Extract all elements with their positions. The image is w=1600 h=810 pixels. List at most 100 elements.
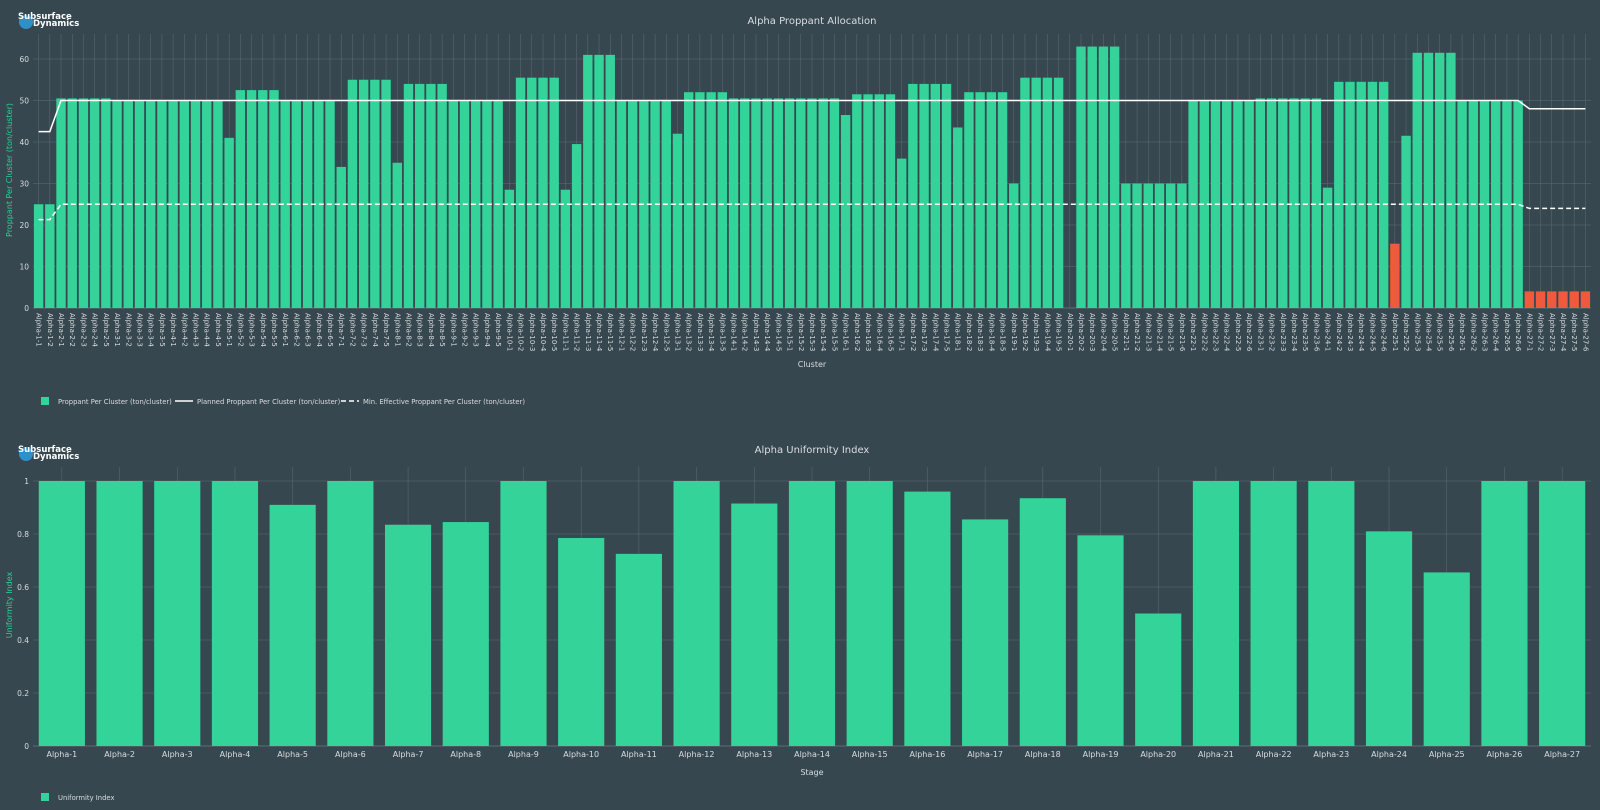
cluster-bar-18-4[interactable] [986, 92, 997, 308]
cluster-bar-14-3[interactable] [751, 98, 761, 308]
cluster-bar-16-5[interactable] [885, 94, 896, 309]
cluster-bar-10-3[interactable] [527, 77, 537, 308]
cluster-bar-25-2[interactable] [1401, 135, 1411, 308]
cluster-bar-27-2[interactable] [1535, 291, 1546, 308]
cluster-bar-16-3[interactable] [863, 94, 873, 309]
cluster-bar-6-1[interactable] [280, 100, 290, 309]
cluster-bar-9-1[interactable] [448, 100, 459, 309]
cluster-bar-26-1[interactable] [1457, 100, 1467, 309]
stage-bar-9[interactable] [500, 481, 547, 746]
cluster-bar-24-2[interactable] [1334, 81, 1344, 308]
stage-bar-11[interactable] [615, 553, 662, 746]
cluster-bar-27-5[interactable] [1569, 291, 1579, 308]
legend-item-planned[interactable]: Planned Proppant Per Cluster (ton/cluste… [175, 398, 341, 406]
cluster-bar-20-5[interactable] [1109, 46, 1120, 309]
min-effective-proppant-line[interactable] [38, 203, 1586, 221]
cluster-bar-16-2[interactable] [852, 94, 862, 309]
cluster-bar-19-1[interactable] [1009, 183, 1019, 309]
stage-bar-22[interactable] [1250, 481, 1297, 746]
stage-bar-19[interactable] [1077, 535, 1124, 746]
cluster-bar-20-3[interactable] [1087, 46, 1097, 309]
stage-bar-12[interactable] [673, 481, 720, 746]
cluster-bar-21-3[interactable] [1143, 183, 1153, 309]
cluster-bar-24-3[interactable] [1345, 81, 1355, 308]
cluster-bar-15-1[interactable] [784, 98, 795, 308]
cluster-bar-2-3[interactable] [78, 98, 89, 308]
stage-bar-5[interactable] [269, 504, 316, 746]
stage-bar-18[interactable] [1019, 498, 1066, 746]
cluster-bar-25-4[interactable] [1423, 52, 1434, 309]
cluster-bar-2-5[interactable] [101, 98, 111, 308]
cluster-bar-7-5[interactable] [381, 79, 391, 308]
cluster-bar-18-5[interactable] [997, 92, 1008, 308]
stage-bar-24[interactable] [1365, 531, 1413, 746]
cluster-bar-5-2[interactable] [235, 90, 246, 308]
cluster-bar-25-1[interactable] [1390, 243, 1400, 308]
cluster-bar-1-1[interactable] [33, 204, 44, 308]
cluster-bar-24-4[interactable] [1356, 81, 1366, 308]
cluster-bar-17-1[interactable] [896, 158, 907, 308]
cluster-bar-17-5[interactable] [941, 83, 952, 309]
cluster-bar-10-2[interactable] [515, 77, 526, 308]
cluster-bar-7-4[interactable] [370, 79, 380, 308]
cluster-bar-11-4[interactable] [594, 54, 604, 308]
stage-bar-17[interactable] [962, 519, 1009, 746]
cluster-bar-4-1[interactable] [168, 100, 178, 309]
cluster-bar-21-6[interactable] [1177, 183, 1187, 309]
cluster-bar-7-1[interactable] [336, 166, 346, 308]
cluster-bar-14-4[interactable] [762, 98, 772, 308]
cluster-bar-19-4[interactable] [1042, 77, 1053, 308]
cluster-bar-8-5[interactable] [437, 83, 447, 309]
cluster-bar-27-3[interactable] [1547, 291, 1557, 308]
planned-proppant-line[interactable] [38, 99, 1586, 133]
cluster-bar-4-4[interactable] [202, 100, 212, 309]
cluster-bar-6-4[interactable] [314, 100, 324, 309]
cluster-bar-11-1[interactable] [560, 189, 571, 308]
cluster-bar-21-1[interactable] [1121, 183, 1131, 309]
cluster-bar-10-4[interactable] [538, 77, 548, 308]
cluster-bar-21-2[interactable] [1132, 183, 1142, 309]
cluster-bar-18-2[interactable] [964, 92, 974, 308]
cluster-bar-16-4[interactable] [874, 94, 884, 309]
stage-bar-16[interactable] [904, 491, 951, 746]
cluster-bar-5-5[interactable] [269, 90, 279, 308]
cluster-bar-18-3[interactable] [975, 92, 985, 308]
cluster-bar-24-1[interactable] [1322, 187, 1333, 308]
cluster-bar-20-2[interactable] [1076, 46, 1086, 309]
cluster-bar-23-5[interactable] [1300, 98, 1310, 308]
cluster-bar-3-4[interactable] [145, 100, 156, 309]
cluster-bar-8-2[interactable] [403, 83, 414, 309]
cluster-bar-17-2[interactable] [908, 83, 918, 309]
cluster-bar-27-6[interactable] [1580, 291, 1591, 308]
cluster-bar-1-2[interactable] [45, 204, 55, 308]
stage-bar-27[interactable] [1539, 481, 1586, 746]
cluster-bar-10-5[interactable] [549, 77, 559, 308]
stage-bar-26[interactable] [1481, 481, 1528, 746]
cluster-bar-25-3[interactable] [1412, 52, 1422, 309]
cluster-bar-5-4[interactable] [258, 90, 268, 308]
cluster-bar-14-1[interactable] [728, 98, 739, 308]
cluster-bar-8-3[interactable] [414, 83, 425, 309]
stage-bar-25[interactable] [1423, 572, 1470, 746]
stage-bar-6[interactable] [327, 481, 374, 746]
stage-bar-8[interactable] [442, 522, 489, 746]
cluster-bar-20-4[interactable] [1098, 46, 1109, 309]
cluster-bar-11-3[interactable] [583, 54, 593, 308]
cluster-bar-13-4[interactable] [706, 92, 716, 308]
cluster-bar-11-5[interactable] [605, 54, 615, 308]
cluster-bar-2-1[interactable] [56, 98, 66, 308]
cluster-bar-16-1[interactable] [840, 115, 851, 309]
cluster-bar-8-4[interactable] [426, 83, 436, 309]
stage-bar-14[interactable] [788, 481, 836, 746]
stage-bar-3[interactable] [154, 481, 201, 746]
cluster-bar-5-1[interactable] [224, 137, 234, 308]
cluster-bar-18-1[interactable] [953, 127, 963, 308]
cluster-bar-19-2[interactable] [1020, 77, 1030, 308]
stage-bar-21[interactable] [1192, 481, 1240, 746]
cluster-bar-3-1[interactable] [112, 100, 122, 309]
cluster-bar-2-4[interactable] [89, 98, 100, 308]
stage-bar-20[interactable] [1135, 613, 1182, 747]
cluster-bar-15-2[interactable] [796, 98, 806, 308]
cluster-bar-23-6[interactable] [1311, 98, 1322, 308]
cluster-bar-21-4[interactable] [1154, 183, 1165, 309]
